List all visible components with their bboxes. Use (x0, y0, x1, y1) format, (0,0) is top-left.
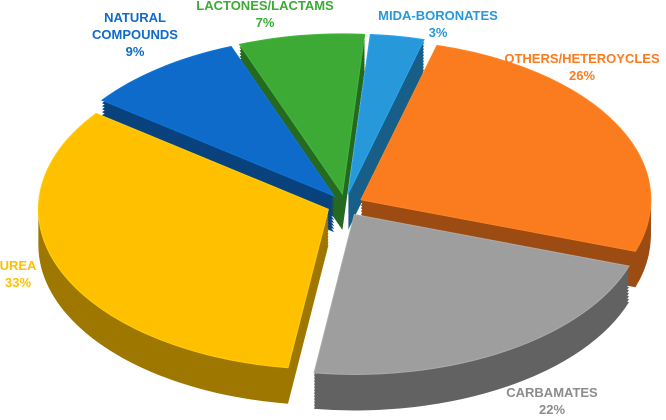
data-label-6: CARBAMATES 22% (506, 385, 598, 417)
pie-slice-mida-boronates (347, 33, 425, 195)
pie-wedges (37, 33, 652, 411)
pie-slice-others-heteroycles (360, 44, 652, 252)
pie-slice-lactones-lactams (238, 33, 366, 196)
data-label-5: OTHERS/HETEROYCLES 26% (504, 51, 660, 83)
data-label-4: MIDA-BORONATES 3% (378, 8, 498, 40)
pie-slice-carbamates (313, 213, 630, 375)
pie-slice-urea (37, 112, 329, 369)
data-label-3: LACTONES/LACTAMS 7% (196, 0, 334, 30)
data-label-2: NATURAL COMPOUNDS 9% (92, 10, 178, 59)
data-label-1: UREA 33% (0, 258, 37, 290)
pie-slice-natural-compounds (100, 45, 336, 198)
